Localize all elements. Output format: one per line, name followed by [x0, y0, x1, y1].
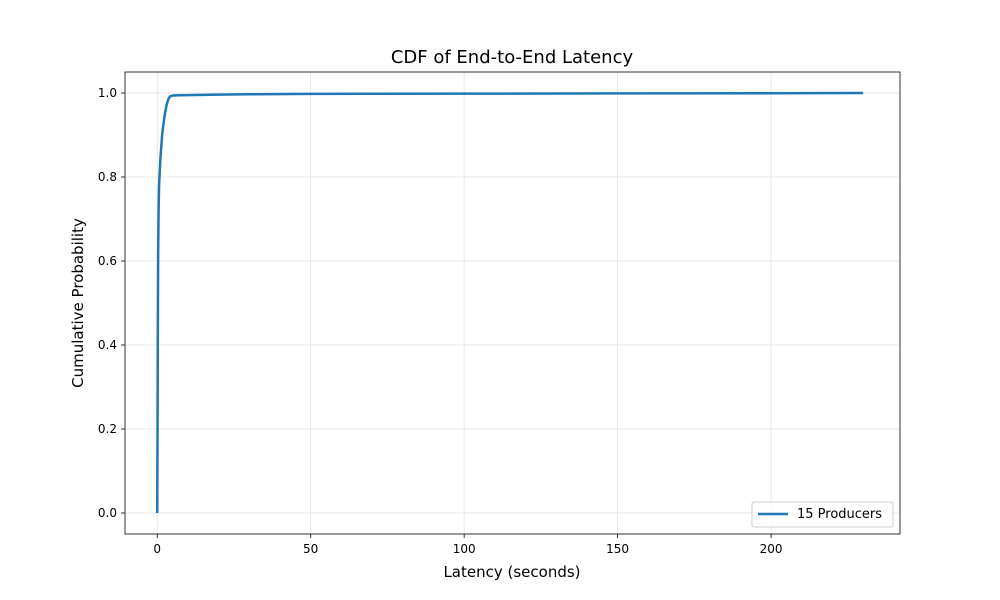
x-tick-label: 100	[453, 542, 476, 556]
plot-area	[124, 71, 901, 535]
x-axis-label: Latency (seconds)	[443, 563, 580, 581]
x-tick-label: 0	[153, 542, 161, 556]
y-tick-label: 0.2	[98, 422, 117, 436]
y-axis-label: Cumulative Probability	[69, 218, 87, 388]
series-line-0	[155, 91, 864, 514]
legend: 15 Producers	[751, 501, 894, 528]
chart-title: CDF of End-to-End Latency	[391, 47, 634, 68]
x-tick-label: 50	[303, 542, 318, 556]
x-axis: 0 50 100 150 200	[153, 534, 783, 556]
legend-label: 15 Producers	[797, 507, 882, 522]
y-axis: 0.0 0.2 0.4 0.6 0.8 1.0	[98, 86, 125, 520]
y-tick-label: 1.0	[98, 86, 117, 100]
legend-box	[751, 501, 894, 528]
x-tick-label: 200	[760, 542, 783, 556]
y-tick-label: 0.6	[98, 254, 117, 268]
y-tick-label: 0.0	[98, 506, 117, 520]
y-tick-label: 0.4	[98, 338, 117, 352]
grid	[125, 72, 900, 534]
y-tick-label: 0.8	[98, 170, 117, 184]
x-tick-label: 150	[606, 542, 629, 556]
series-layer	[155, 91, 864, 514]
